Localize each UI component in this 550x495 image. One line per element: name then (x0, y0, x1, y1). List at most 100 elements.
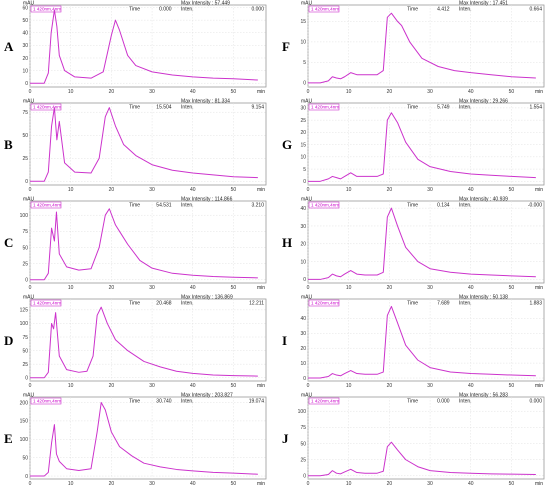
y-tick-label: 30 (300, 106, 306, 112)
x-tick-label: 50 (231, 481, 237, 487)
chart-panel-d: D 0 25 50 75 100 125 0 10 20 30 40 50 mAU min Max Inten… (4, 295, 267, 389)
chart-panel-a: A 0 10 20 30 40 50 60 0 10 20 30 40 50 mAU min Max Inten… (4, 1, 267, 95)
legend-tag-text: 1 420nm,4nm (33, 203, 61, 208)
x-unit-label: min (535, 481, 543, 487)
x-tick-label: 10 (346, 481, 352, 487)
x-tick-label: 10 (346, 285, 352, 291)
x-tick-label: 30 (427, 383, 433, 389)
x-unit-label: min (257, 481, 265, 487)
x-tick-label: 40 (468, 89, 474, 95)
inten-label: Inten. (459, 105, 472, 111)
time-value: 15.504 (156, 105, 172, 111)
time-value: 30.740 (156, 399, 172, 405)
legend-tag: 1 420nm,4nm (308, 397, 340, 405)
y-tick-label: 10 (300, 259, 306, 265)
plot-frame (307, 102, 545, 186)
x-tick-label: 0 (307, 285, 310, 291)
plot-frame (29, 102, 267, 186)
y-unit-label: mAU (301, 393, 313, 399)
chromatogram-trace (30, 402, 258, 477)
legend-tag: 1 420nm,4nm (308, 103, 340, 111)
x-tick-label: 20 (109, 383, 115, 389)
inten-value: 1.883 (529, 301, 542, 307)
inten-value: -0.000 (528, 203, 542, 209)
y-tick-label: 20 (22, 56, 28, 62)
plot-frame (307, 4, 545, 88)
y-tick-label: 5 (303, 167, 306, 173)
x-tick-label: 40 (190, 89, 196, 95)
panel-letter: C (4, 235, 13, 250)
panel-letter: D (4, 333, 13, 348)
chart-panel-e: E 0 50 100 150 200 0 10 20 30 40 50 mAU min Max Intens… (4, 393, 267, 487)
x-tick-label: 40 (190, 481, 196, 487)
panel-letter: H (282, 235, 292, 250)
x-tick-label: 10 (346, 187, 352, 193)
y-tick-label: 0 (25, 474, 28, 480)
inten-value: 19.074 (249, 399, 265, 405)
y-tick-label: 20 (300, 130, 306, 136)
legend-tag-text: 1 420nm,4nm (33, 301, 61, 306)
x-tick-label: 50 (509, 383, 515, 389)
inten-label: Inten. (181, 399, 194, 405)
y-tick-label: 0 (303, 474, 306, 480)
y-tick-label: 25 (22, 362, 28, 368)
max-intensity-readout: Max Intensity : 50.138 (459, 295, 508, 301)
x-tick-label: 20 (387, 383, 393, 389)
x-tick-label: 30 (149, 285, 155, 291)
max-intensity-readout: Max Intensity : 203.827 (181, 393, 233, 399)
chart-panel-j: J 0 25 50 75 100 0 10 20 30 40 50 mAU min Max Intensit… (282, 393, 545, 487)
max-intensity-readout: Max Intensity : 57.449 (181, 1, 230, 7)
chromatogram-trace (30, 107, 258, 182)
legend-tag: 1 420nm,4nm (308, 201, 340, 209)
y-tick-label: 50 (300, 441, 306, 447)
y-tick-label: 30 (300, 224, 306, 230)
legend-tag-box (30, 103, 62, 111)
legend-tag-text: 1 420nm,4nm (311, 301, 339, 306)
y-tick-label: 100 (298, 409, 307, 415)
legend-tag: 1 420nm,4nm (30, 5, 62, 13)
x-tick-label: 20 (109, 89, 115, 95)
legend-tag-box (30, 5, 62, 13)
chart-panel-b: B 0 25 50 75 0 10 20 30 40 50 mAU min Max Intensity :… (4, 99, 267, 193)
y-tick-label: 5 (303, 60, 306, 66)
time-label: Time (129, 7, 140, 13)
x-tick-label: 50 (509, 187, 515, 193)
x-tick-label: 10 (346, 383, 352, 389)
x-tick-label: 0 (29, 383, 32, 389)
max-intensity-readout: Max Intensity : 40.939 (459, 197, 508, 203)
inten-value: 0.664 (529, 7, 542, 13)
inten-label: Inten. (181, 301, 194, 307)
y-tick-label: 0 (303, 376, 306, 382)
x-tick-label: 30 (149, 481, 155, 487)
x-tick-label: 20 (387, 89, 393, 95)
y-unit-label: mAU (23, 393, 35, 399)
x-tick-label: 10 (68, 285, 74, 291)
legend-tag-box (308, 299, 340, 307)
inten-label: Inten. (181, 7, 194, 13)
inten-value: 0.000 (529, 399, 542, 405)
x-tick-label: 30 (427, 89, 433, 95)
chromatogram-trace (308, 441, 536, 477)
x-unit-label: min (257, 89, 265, 95)
x-tick-label: 0 (307, 481, 310, 487)
time-value: 7.689 (437, 301, 450, 307)
x-tick-label: 30 (149, 89, 155, 95)
inten-label: Inten. (459, 399, 472, 405)
y-tick-label: 150 (20, 419, 29, 425)
chromatogram-trace (308, 12, 536, 84)
y-tick-label: 50 (22, 18, 28, 24)
x-tick-label: 30 (427, 481, 433, 487)
x-tick-label: 0 (307, 383, 310, 389)
plot-frame (307, 200, 545, 284)
y-unit-label: mAU (23, 295, 35, 301)
legend-tag: 1 420nm,4nm (30, 299, 62, 307)
y-tick-label: 30 (22, 43, 28, 49)
y-unit-label: mAU (301, 197, 313, 203)
legend-tag-text: 1 420nm,4nm (33, 7, 61, 12)
y-tick-label: 125 (20, 308, 29, 314)
y-tick-label: 15 (300, 142, 306, 148)
chromatogram-trace (308, 207, 536, 280)
x-tick-label: 0 (29, 481, 32, 487)
y-tick-label: 10 (300, 155, 306, 161)
legend-tag-box (30, 397, 62, 405)
